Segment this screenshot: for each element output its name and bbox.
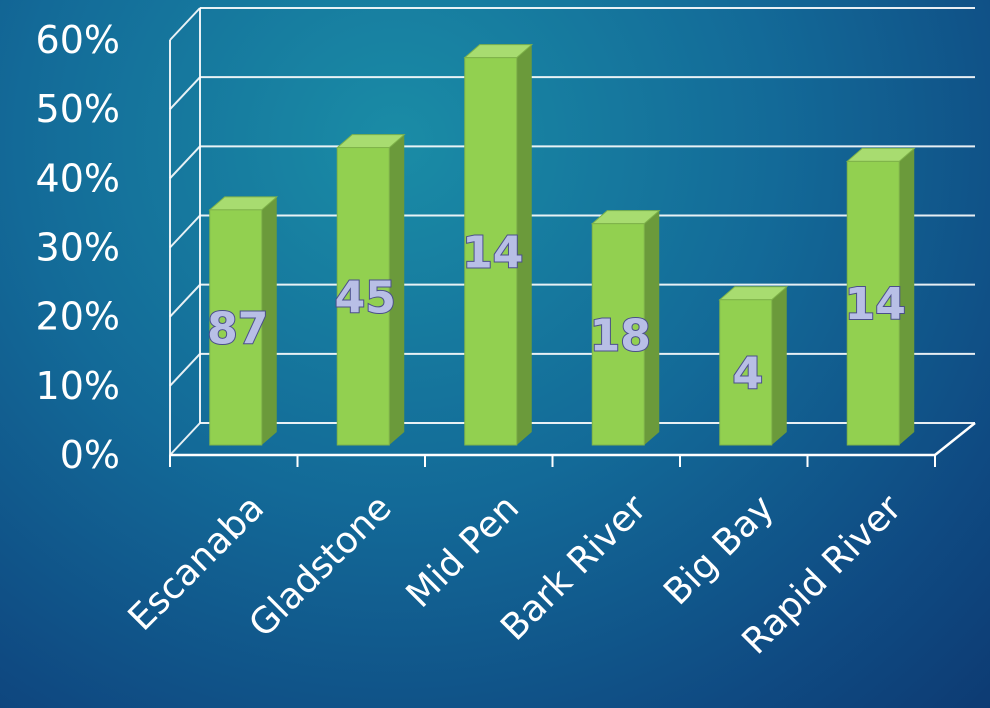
grid-line-side [169, 283, 201, 318]
bar-side [389, 134, 405, 446]
data-label: 14 [462, 227, 523, 278]
x-category-label: Mid Pen [399, 487, 528, 616]
data-label: 87 [207, 303, 268, 354]
grid-lines [169, 7, 976, 467]
bar [463, 44, 534, 446]
bar-front [591, 223, 645, 446]
floor-edge [934, 422, 976, 456]
y-tick-label: 60% [36, 18, 120, 62]
y-tick-label: 30% [36, 226, 120, 270]
grid-line-side [169, 7, 201, 41]
y-tick-label: 20% [36, 295, 120, 339]
data-label: 14 [845, 279, 906, 330]
y-tick-label: 10% [36, 364, 120, 408]
grid-line-side [169, 76, 201, 110]
bar [590, 210, 661, 446]
bar-front [846, 160, 900, 446]
bar-front [209, 209, 263, 446]
bar-side [771, 286, 787, 445]
bars [208, 44, 916, 446]
y-tick-label: 40% [36, 156, 120, 200]
bar-side [516, 44, 532, 446]
y-axis-tick-labels: 0% 10% 20% 30% 40% 50% 60% [36, 18, 120, 477]
y-tick-label: 50% [36, 87, 120, 131]
y-tick-label: 0% [60, 433, 120, 477]
data-label: 18 [590, 310, 651, 361]
grid-line-side [169, 353, 201, 387]
grid-line-side [169, 422, 201, 456]
bar [208, 196, 279, 446]
bar-front [719, 299, 773, 446]
bar-side [644, 210, 660, 445]
bar [718, 286, 789, 446]
bar-side [899, 148, 915, 445]
data-labels: 87 45 14 18 4 14 [206, 226, 907, 400]
bar [335, 134, 406, 446]
bar-front [336, 147, 390, 446]
bar [845, 147, 916, 446]
x-category-label: Big Bay [656, 487, 782, 613]
bar-side [261, 196, 277, 445]
bar-front [464, 57, 518, 446]
grid-line-side [169, 145, 201, 180]
grid-line-side [169, 214, 201, 249]
data-label: 4 [732, 348, 763, 399]
data-label: 45 [335, 272, 396, 323]
